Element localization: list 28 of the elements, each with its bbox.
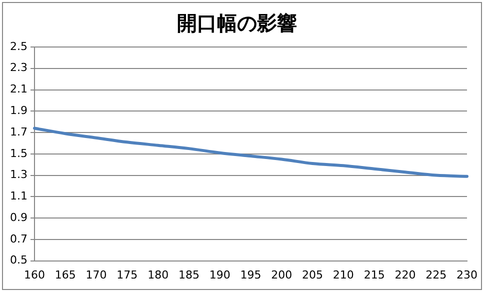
- x-tick-label: 180: [148, 268, 169, 282]
- y-tick-label: 2.1: [10, 82, 28, 96]
- x-tick-label: 175: [116, 268, 138, 282]
- y-tick-label: 1.1: [10, 190, 28, 203]
- x-tick-label: 220: [394, 268, 416, 282]
- y-tick-label: 0.7: [10, 232, 28, 246]
- chart-title: 開口幅の影響: [177, 11, 297, 36]
- x-tick-label: 205: [302, 268, 324, 282]
- y-tick-label: 2.5: [10, 40, 28, 53]
- x-tick-label: 190: [209, 268, 230, 282]
- y-tick-label: 0.5: [10, 254, 28, 267]
- x-tick-label: 170: [86, 268, 107, 282]
- line-series: [32, 126, 468, 178]
- y-tick-label: 1.5: [10, 146, 28, 160]
- y-tick-label: 1.3: [10, 168, 28, 182]
- y-tick-label: 1.7: [10, 125, 28, 138]
- x-tick-label: 215: [364, 268, 385, 282]
- x-tick-label: 185: [178, 268, 200, 282]
- y-tick-label: 2.3: [10, 61, 28, 74]
- x-tick-label: 225: [426, 268, 447, 282]
- y-tick-label: 0.9: [10, 210, 28, 224]
- x-tick-label: 165: [54, 268, 76, 282]
- y-tick-label: 1.9: [10, 104, 28, 117]
- x-tick-label: 160: [24, 268, 45, 282]
- x-tick-label: 210: [332, 268, 354, 282]
- x-tick-label: 195: [240, 268, 262, 282]
- x-tick-label: 200: [271, 268, 292, 282]
- x-tick-label: 230: [456, 268, 478, 282]
